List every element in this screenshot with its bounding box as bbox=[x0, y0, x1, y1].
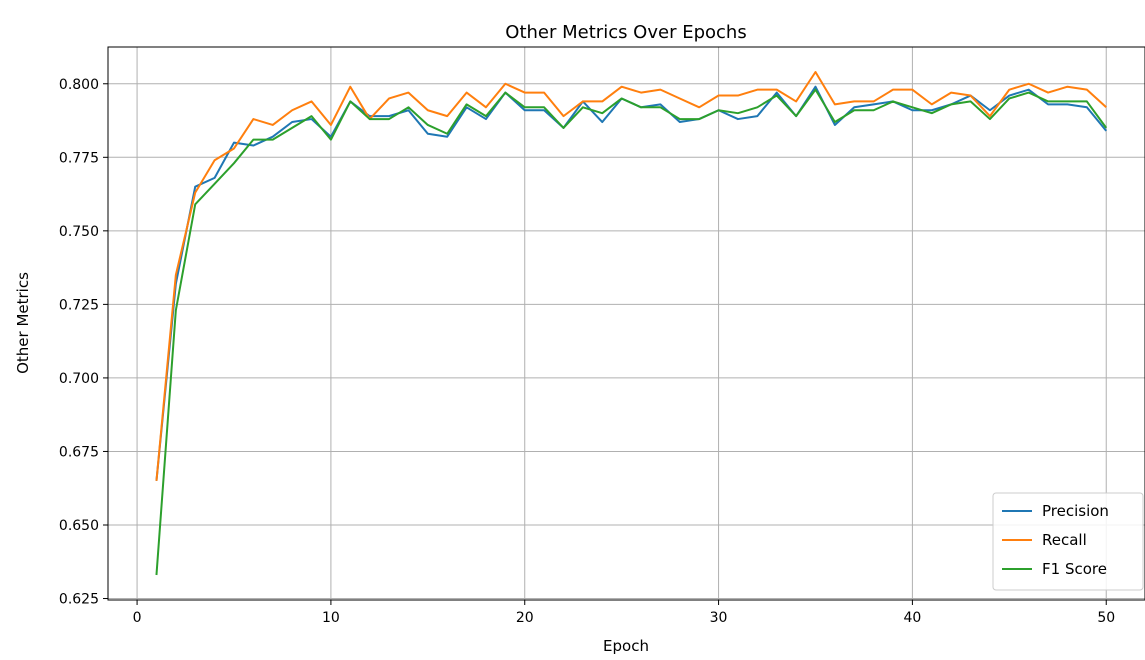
y-tick-label: 0.625 bbox=[59, 592, 99, 608]
gridlines bbox=[108, 47, 1145, 600]
x-tick-label: 0 bbox=[133, 610, 142, 626]
x-tick-label: 40 bbox=[903, 610, 921, 626]
series-line-f1-score bbox=[155, 88, 1108, 576]
x-axis-label: Epoch bbox=[603, 637, 649, 655]
legend-label-precision: Precision bbox=[1042, 502, 1109, 520]
y-tick-label: 0.725 bbox=[59, 297, 99, 313]
x-tick-label: 10 bbox=[322, 610, 340, 626]
legend-label-f1-score: F1 Score bbox=[1042, 560, 1107, 578]
x-tick-label: 30 bbox=[710, 610, 728, 626]
y-tick-label: 0.700 bbox=[59, 371, 99, 387]
series-line-precision bbox=[155, 85, 1108, 481]
y-axis-label: Other Metrics bbox=[14, 272, 32, 374]
chart-title: Other Metrics Over Epochs bbox=[505, 22, 746, 43]
legend-box bbox=[992, 492, 1144, 591]
y-tick-label: 0.800 bbox=[59, 77, 99, 93]
y-tick-label: 0.650 bbox=[59, 518, 99, 534]
y-tick-label: 0.775 bbox=[59, 150, 99, 166]
y-axis-ticks: 0.625 0.650 0.675 0.700 0.725 0.750 0.775 0.800 bbox=[59, 77, 108, 608]
legend: Precision Recall F1 Score bbox=[992, 492, 1144, 591]
series-lines bbox=[155, 71, 1108, 576]
y-tick-label: 0.750 bbox=[59, 224, 99, 240]
legend-label-recall: Recall bbox=[1042, 531, 1087, 549]
x-tick-label: 20 bbox=[516, 610, 534, 626]
y-tick-label: 0.675 bbox=[59, 444, 99, 460]
x-tick-label: 50 bbox=[1097, 610, 1115, 626]
series-line-recall bbox=[155, 71, 1107, 481]
plot-frame bbox=[107, 46, 1145, 601]
x-axis-ticks: 0 10 20 30 40 50 bbox=[133, 600, 1115, 626]
